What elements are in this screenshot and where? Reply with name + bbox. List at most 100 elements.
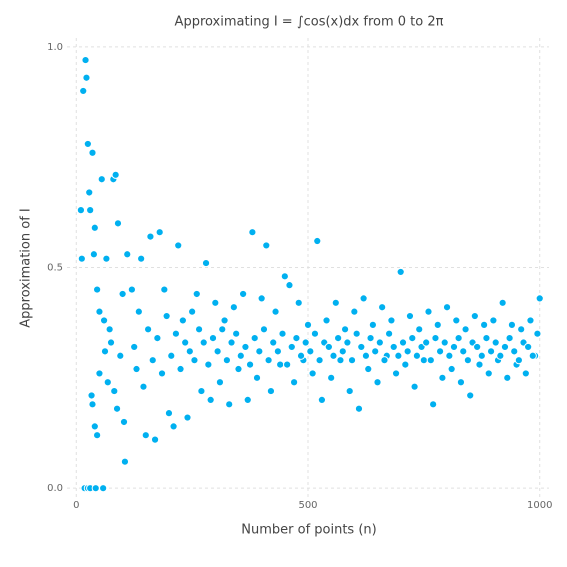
point (294, 298, 303, 307)
point (503, 373, 512, 382)
point (105, 325, 114, 334)
point (77, 254, 86, 263)
point (378, 303, 387, 312)
point (498, 298, 507, 307)
point (113, 219, 123, 228)
point (139, 382, 148, 391)
point (86, 206, 95, 215)
y-tick-label: 0.5 (47, 263, 63, 274)
point (431, 334, 440, 343)
point (150, 435, 160, 444)
point (90, 422, 99, 431)
point (422, 338, 431, 347)
point (401, 360, 410, 369)
y-tick-label: 0.0 (47, 483, 63, 494)
point (410, 382, 419, 391)
point (313, 236, 322, 246)
point (130, 342, 139, 352)
point (234, 364, 243, 374)
point (229, 303, 238, 312)
point (524, 342, 533, 352)
point (164, 409, 174, 418)
point (188, 307, 197, 316)
point (192, 289, 201, 299)
point (343, 338, 352, 347)
point (507, 320, 517, 329)
point (123, 250, 132, 259)
point (155, 228, 164, 237)
point (438, 373, 447, 382)
point (331, 298, 340, 307)
point (296, 351, 306, 360)
point (336, 356, 345, 365)
point (171, 329, 181, 338)
point (106, 338, 116, 347)
point (174, 241, 183, 250)
point (95, 369, 104, 378)
point (466, 391, 475, 400)
point (301, 338, 310, 347)
point (243, 395, 252, 405)
point (359, 294, 368, 303)
point (91, 484, 100, 493)
point (206, 395, 215, 405)
point (352, 329, 361, 338)
point (146, 232, 155, 241)
point (148, 356, 157, 365)
point (408, 334, 417, 343)
point (535, 294, 544, 303)
point (449, 342, 459, 352)
point (245, 360, 255, 369)
point (303, 320, 313, 329)
point (160, 285, 169, 294)
point (415, 325, 424, 334)
point (248, 228, 257, 237)
point (334, 334, 343, 343)
point (79, 86, 88, 96)
point (185, 347, 194, 356)
point (484, 369, 493, 378)
point (194, 325, 204, 334)
point (433, 320, 442, 329)
point (426, 356, 435, 365)
point (419, 356, 428, 365)
point (197, 386, 206, 396)
point (340, 325, 350, 334)
point (208, 334, 218, 343)
point (169, 422, 178, 431)
point (389, 342, 398, 352)
point (280, 272, 289, 281)
point (477, 351, 486, 360)
point (371, 347, 380, 356)
point (373, 378, 382, 387)
point (403, 347, 412, 356)
point (533, 329, 542, 338)
x-axis-label: Number of points (n) (241, 523, 376, 538)
point (144, 325, 153, 334)
point (315, 356, 324, 365)
point (308, 369, 317, 378)
point (347, 356, 357, 365)
point (345, 386, 354, 396)
point (276, 360, 285, 369)
point (93, 285, 102, 294)
point (227, 338, 236, 347)
point (445, 351, 454, 360)
y-tick-label: 1.0 (47, 42, 63, 53)
point (119, 417, 129, 427)
point (259, 325, 269, 334)
point (176, 364, 185, 374)
point (99, 484, 108, 493)
point (283, 360, 292, 369)
point (199, 338, 208, 347)
y-axis-label: Approximation of I (19, 208, 34, 327)
point (287, 342, 296, 352)
point (252, 373, 262, 382)
point (95, 307, 104, 316)
point (190, 356, 199, 365)
point (218, 325, 227, 334)
point (157, 369, 167, 378)
point (89, 250, 98, 259)
point (394, 351, 403, 360)
